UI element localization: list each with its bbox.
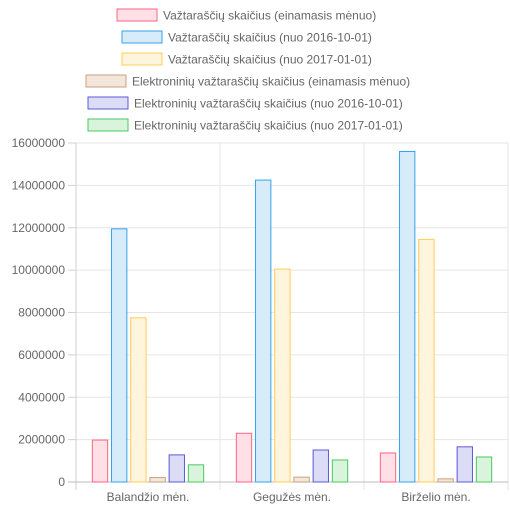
chart-legend: Važtaraščių skaičius (einamasis mėnuo) Va… [85, 8, 410, 133]
chart-bars [91, 150, 493, 483]
legend-label-2: Važtaraščių skaičius (nuo 2016-10-01) [168, 31, 372, 45]
legend-swatch-5 [87, 96, 129, 110]
bar-s2-c1 [111, 228, 128, 483]
bar-s3-c3 [418, 238, 435, 483]
bar-s2-c2 [255, 179, 272, 483]
legend-swatch-6 [87, 118, 129, 132]
x-tick-label-2: Gegužės mėn. [253, 490, 331, 504]
bar-s3-c2 [274, 268, 291, 483]
bar-s5-c2 [312, 449, 329, 483]
x-tick-label-1: Balandžio mėn. [107, 490, 190, 504]
y-tick-label-8: 16000000 [12, 136, 66, 150]
y-tick-label-1: 2000000 [18, 433, 65, 447]
bar-s6-c2 [331, 459, 349, 483]
bar-s5-c1 [168, 454, 185, 483]
bar-s4-c1 [149, 477, 166, 483]
legend-label-1: Važtaraščių skaičius (einamasis mėnuo) [163, 9, 376, 23]
legend-swatch-1 [116, 8, 158, 22]
y-tick-label-5: 10000000 [12, 263, 66, 277]
bar-s5-c3 [456, 446, 473, 483]
legend-swatch-4 [85, 74, 127, 88]
bar-s4-c2 [293, 476, 310, 483]
legend-swatch-2 [121, 30, 163, 44]
legend-label-4: Elektroninių važtaraščių skaičius (einam… [132, 75, 410, 89]
chart-grid [76, 142, 509, 490]
x-tick-label-3: Birželio mėn. [401, 490, 470, 504]
bar-s1-c3 [379, 452, 397, 483]
bar-s6-c1 [187, 464, 205, 483]
y-tick-label-3: 6000000 [18, 348, 65, 362]
y-tick-label-2: 4000000 [18, 390, 65, 404]
y-tick-label-4: 8000000 [18, 306, 65, 320]
legend-label-6: Elektroninių važtaraščių skaičius (nuo 2… [134, 119, 403, 133]
bar-s1-c1 [91, 439, 109, 483]
y-tick-label-7: 14000000 [12, 178, 66, 192]
legend-label-3: Važtaraščių skaičius (nuo 2017-01-01) [168, 53, 372, 67]
y-tick-label-6: 12000000 [12, 221, 66, 235]
bar-s3-c1 [130, 317, 147, 483]
bar-s1-c2 [235, 432, 253, 483]
x-axis: Balandžio mėn. Gegužės mėn. Birželio mėn. [68, 481, 508, 504]
bar-s2-c3 [399, 150, 416, 483]
legend-label-5: Elektroninių važtaraščių skaičius (nuo 2… [134, 97, 403, 111]
y-tick-label-0: 0 [58, 475, 65, 489]
bar-s6-c3 [475, 456, 493, 483]
legend-swatch-3 [121, 52, 163, 66]
y-axis: 0 2000000 4000000 6000000 8000000 10000000 120… [12, 136, 77, 490]
bar-s4-c3 [437, 478, 454, 483]
